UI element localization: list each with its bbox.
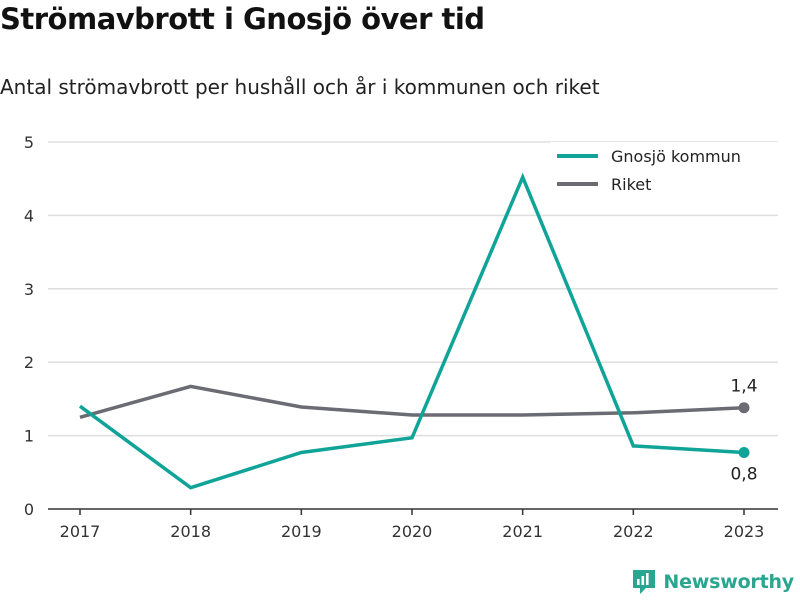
- end-point-marker: [738, 402, 750, 414]
- x-tick-label: 2017: [60, 522, 101, 541]
- brand-logo: Newsworthy: [631, 568, 794, 596]
- x-tick-label: 2018: [170, 522, 211, 541]
- chart-title: Strömavbrott i Gnosjö över tid: [0, 2, 485, 36]
- newsworthy-logo-icon: [633, 570, 656, 594]
- series-line: [78, 172, 745, 490]
- legend: Gnosjö kommun Riket: [550, 142, 778, 204]
- series-lines: 1,4 0,8: [78, 172, 758, 490]
- series-gnosjo-kommun: 0,8: [78, 172, 758, 490]
- x-tick-label: 2021: [502, 522, 543, 541]
- series-riket: 1,4: [79, 377, 758, 419]
- y-tick-label: 2: [24, 353, 34, 372]
- legend-background: [550, 142, 778, 204]
- y-tick-label: 3: [24, 280, 34, 299]
- x-tick-label: 2019: [281, 522, 322, 541]
- series-line: [79, 384, 745, 419]
- legend-label: Riket: [611, 175, 651, 194]
- y-axis-tick-labels: 0 1 2 3 4 5: [24, 133, 34, 519]
- legend-label: Gnosjö kommun: [611, 147, 741, 166]
- y-tick-label: 4: [24, 206, 34, 225]
- y-tick-label: 1: [24, 427, 34, 446]
- chart-subtitle: Antal strömavbrott per hushåll och år i …: [0, 75, 600, 99]
- brand-name: Newsworthy: [663, 571, 794, 593]
- x-tick-label: 2023: [724, 522, 765, 541]
- end-data-label: 0,8: [730, 464, 757, 484]
- x-axis-ticks: 2017 2018 2019 2020 2021 2022 2023: [60, 509, 765, 541]
- y-tick-label: 0: [24, 500, 34, 519]
- y-tick-label: 5: [24, 133, 34, 152]
- x-tick-label: 2020: [392, 522, 433, 541]
- x-tick-label: 2022: [613, 522, 654, 541]
- end-data-label: 1,4: [730, 377, 757, 397]
- end-point-marker: [738, 446, 750, 458]
